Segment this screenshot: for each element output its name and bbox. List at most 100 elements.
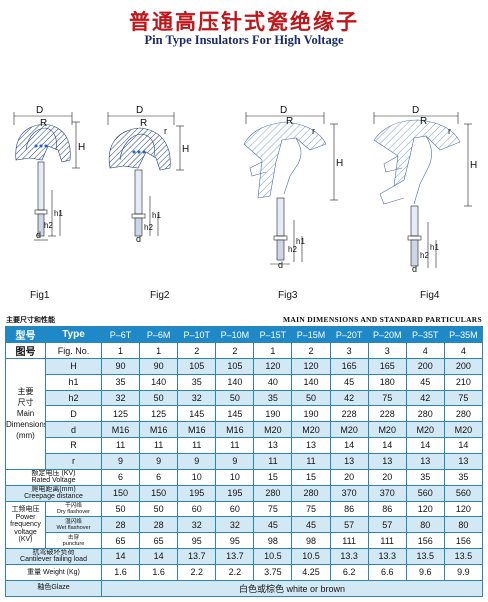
wet-value-9: 80 [405,516,445,534]
fig4-dim-h1: h1 [430,243,439,252]
punct-en: puncture [62,540,85,547]
dim-symbol: R [45,436,102,454]
glaze-label: 釉色Glaze [5,579,102,597]
creep-value-7: 370 [329,484,369,502]
weight-value-8: 6.6 [367,563,407,581]
fig-no-cell-6: 2 [291,342,331,359]
fig-no-cell-4: 2 [215,342,255,359]
dim-value-1: 9 [100,452,141,470]
model-header: P–10T [177,326,217,343]
dim-value-9: 13 [405,452,445,470]
fig3-dim-d-lower: d [278,260,283,270]
rated-value-8: 20 [367,468,407,486]
pf-cn: 工频电压 [11,506,40,514]
fig-no-cell-10: 4 [443,342,484,359]
punct-value-5: 98 [253,532,293,549]
dim-value-7: 165 [329,358,369,375]
rated-value-2: 6 [139,468,179,486]
dim-value-5: 40 [253,373,293,391]
dim-value-9: 200 [405,358,445,375]
dim-value-4: 11 [215,436,255,454]
model-header: P–15M [291,326,331,343]
wet-value-3: 32 [177,516,217,534]
creep-value-9: 560 [405,484,445,502]
dry-en: Dry flashover [57,508,90,515]
dim-value-2: M16 [139,421,179,438]
dry-value-9: 120 [405,500,445,518]
type-label-en: Type [45,326,102,343]
fig4-dim-r-upper: R [420,116,427,127]
dim-value-2: 90 [139,358,179,375]
dim-value-3: 35 [177,373,217,391]
model-header: P–6T [100,326,141,343]
cant-value-1: 14 [100,547,141,565]
cant-value-5: 10.5 [253,547,293,565]
dim-value-8: 228 [367,405,407,423]
creep-value-2: 150 [139,484,179,502]
fig4-dim-h2: h2 [420,251,429,260]
wet-value-2: 28 [139,516,179,534]
dim-value-8: 13 [367,452,407,470]
weight-label: 重量 Weight (Kg) [5,563,102,581]
fig1-dim-d-lower: d [36,230,41,240]
dim-value-4: 140 [215,373,255,391]
fig2-dim-r-upper: R [140,118,147,129]
dim-value-2: 140 [139,373,179,391]
dim-value-7: 42 [329,389,369,407]
dim-value-10: 200 [443,358,484,375]
pf-en-2: frequency [10,521,41,529]
dim-value-3: 105 [177,358,217,375]
dry-value-3: 60 [177,500,217,518]
rated-value-3: 10 [177,468,217,486]
dim-value-7: 228 [329,405,369,423]
dim-symbol: D [45,405,102,423]
title-english: Pin Type Insulators For High Voltage [144,33,344,47]
dim-value-10: 210 [443,373,484,391]
dry-value-1: 50 [100,500,141,518]
creep-value-10: 560 [443,484,484,502]
main-unit: (mm) [16,431,35,441]
creepage-label: 爬电距离(mm) Creepage distance [5,484,102,502]
fig2-dim-h1: h1 [152,211,161,220]
creep-value-8: 370 [367,484,407,502]
pf-en-4: (KV) [18,536,33,544]
fig3-dim-h1: h1 [296,237,305,246]
model-header: P–35T [405,326,445,343]
fig4-dim-h: H [470,160,477,171]
fig-label-cn: 图号 [5,342,46,359]
fig2-dim-h2: h2 [144,223,153,232]
cant-en: Cantilever failing load [20,556,87,564]
wet-value-7: 57 [329,516,369,534]
fig3-drawing [243,112,338,265]
fig-label-en: Fig. No. [45,342,102,359]
dim-value-4: 50 [215,389,255,407]
table-title-english: MAIN DIMENSIONS AND STANDARD PARTICULARS [283,315,482,324]
dim-value-10: 75 [443,389,484,407]
punct-cn: 击穿 [67,534,80,541]
dry-value-4: 60 [215,500,255,518]
weight-value-5: 3.75 [253,563,293,581]
fig1-dim-h2: h2 [44,221,53,230]
fig2-dim-r-lower: r [164,126,167,136]
dim-value-9: 42 [405,389,445,407]
main-en-2: Dimensions [6,420,46,430]
cant-value-4: 13.7 [215,547,255,565]
dry-value-2: 50 [139,500,179,518]
weight-value-3: 2.2 [177,563,217,581]
dry-value-5: 75 [253,500,293,518]
cant-value-6: 10.5 [291,547,331,565]
pf-en-1: Power [15,513,36,521]
wet-en: Wet flashover [56,524,91,531]
dim-value-8: 14 [367,436,407,454]
weight-value-1: 1.6 [100,563,141,581]
rated-value-10: 35 [443,468,484,486]
creep-value-3: 195 [177,484,217,502]
dim-value-1: 125 [100,405,141,423]
glaze-value: 白色或棕色 white or brown [101,579,483,597]
dim-value-7: 45 [329,373,369,391]
rated-cn: 额定电压 (KV) [31,469,76,477]
cant-value-3: 13.7 [177,547,217,565]
creep-value-5: 280 [253,484,293,502]
main-cn-2: 尺寸 [17,398,34,408]
